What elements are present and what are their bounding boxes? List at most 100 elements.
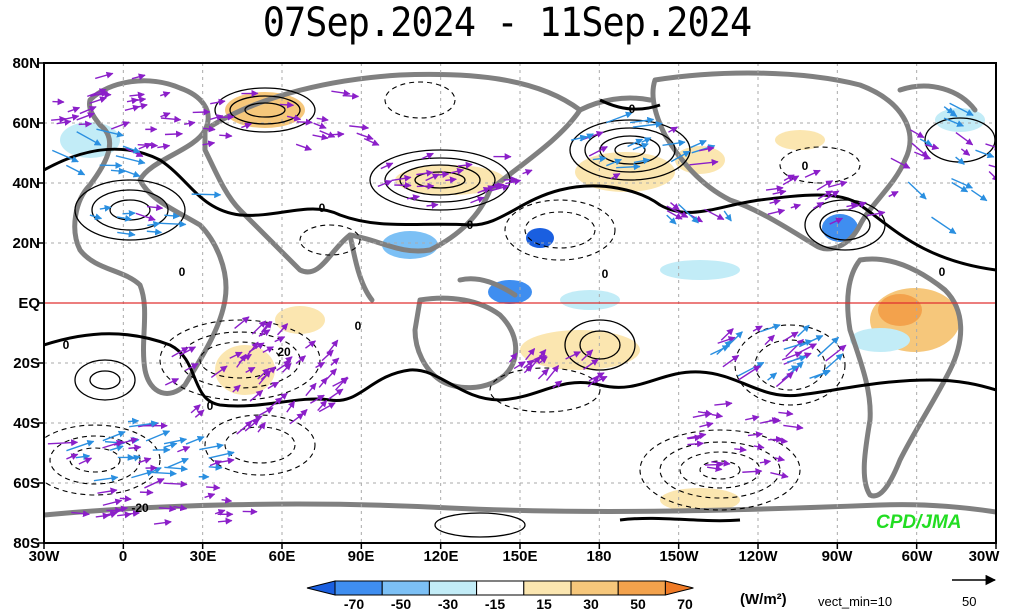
flux-vector [93, 474, 119, 482]
contour-label: 0 [939, 265, 946, 279]
contour-label: 0 [467, 218, 474, 232]
flux-vector [829, 217, 844, 225]
flux-vector [814, 369, 830, 379]
flux-vector [931, 216, 957, 235]
flux-vector [946, 108, 958, 117]
lon-label: 30W [968, 548, 1000, 565]
flux-vector [128, 444, 142, 452]
flux-vector [147, 469, 177, 477]
flux-vector [296, 118, 313, 126]
lon-label: 90W [821, 548, 853, 565]
flux-vector [421, 152, 434, 160]
flux-vector [89, 96, 108, 104]
flux-vector [678, 204, 699, 224]
colorbar-segment [570, 580, 619, 596]
colorbar-segment [523, 580, 572, 596]
lon-label: 90E [347, 548, 375, 565]
colorbar-tick-label: -30 [437, 596, 459, 612]
flux-vector [710, 345, 730, 356]
flux-vector [146, 204, 164, 212]
flux-vector [668, 126, 679, 134]
flux-vector [96, 128, 125, 138]
flux-vector [781, 351, 803, 361]
flux-vector [129, 420, 159, 428]
antarctica-outline [44, 501, 996, 518]
flux-vector [772, 189, 787, 196]
flux-vector [317, 399, 328, 412]
flux-vector [711, 411, 724, 419]
lat-label: 60N [12, 115, 40, 132]
flux-vector [274, 336, 286, 343]
flux-vector [78, 120, 93, 128]
flux-vector [332, 377, 349, 387]
flux-vector [67, 106, 81, 114]
colorbar-segment [334, 580, 383, 596]
flux-vector [951, 181, 969, 193]
lat-label: 80N [12, 55, 40, 72]
wave-activity-flux-vectors [47, 71, 996, 527]
flux-vector [919, 138, 933, 146]
flux-vector [988, 171, 996, 182]
lon-label: 150E [502, 548, 538, 565]
flux-vector [129, 91, 145, 99]
flux-vector [662, 139, 686, 147]
lon-label: 60W [901, 548, 933, 565]
flux-vector [331, 89, 351, 97]
contour-label: 0 [319, 201, 326, 215]
flux-vector [76, 112, 95, 121]
flux-vector [949, 102, 974, 116]
reference-vector-label: 50 [962, 594, 977, 609]
flux-vector [797, 324, 810, 337]
flux-vector [257, 421, 266, 433]
flux-vector [262, 346, 275, 354]
flux-vector [717, 336, 736, 344]
colorbar-tick-label: 15 [536, 596, 552, 612]
lon-label: 120E [423, 548, 459, 565]
contour-label: 0 [63, 338, 70, 352]
flux-vector [202, 140, 216, 148]
colorbar-tick-label: 30 [583, 596, 599, 612]
flux-vector [204, 492, 216, 500]
flux-vector [277, 392, 288, 402]
colorbar-segment [381, 580, 430, 596]
flux-vector [113, 437, 139, 446]
flux-vector [279, 101, 295, 109]
flux-vector [593, 375, 608, 384]
flux-vector [914, 151, 932, 160]
contour-label: 0 [629, 102, 636, 116]
flux-vector [670, 150, 691, 163]
lat-label: 60S [13, 475, 40, 492]
flux-vector [616, 163, 641, 171]
flux-vector [277, 323, 289, 336]
flux-vector [177, 445, 191, 453]
flux-vector [606, 111, 633, 124]
flux-vector [752, 325, 763, 333]
flux-vector [687, 440, 705, 448]
flux-vector [323, 368, 337, 383]
flux-vector [157, 143, 171, 151]
flux-vector [745, 414, 760, 422]
flux-vector [191, 191, 222, 199]
flux-vector [185, 435, 205, 445]
flux-vector [164, 465, 189, 473]
flux-vector [109, 444, 124, 452]
flux-vector [804, 169, 821, 178]
flux-vector [116, 214, 133, 222]
colorbar-segment [617, 580, 666, 596]
flux-vector [326, 339, 339, 355]
flux-vector [283, 356, 293, 364]
axis-ticks [38, 62, 997, 549]
flux-vector [102, 430, 126, 442]
flux-vector [523, 359, 535, 369]
flux-vector [232, 384, 241, 393]
flux-vector [588, 372, 605, 382]
flux-vector [690, 139, 707, 149]
flux-vector [115, 505, 129, 513]
flux-vector [391, 174, 412, 182]
flux-vector [95, 71, 114, 80]
flux-vector [704, 461, 724, 469]
flux-vector [778, 409, 794, 417]
flux-vector [179, 346, 197, 356]
flux-vector [210, 114, 224, 121]
flux-vector [592, 155, 607, 163]
